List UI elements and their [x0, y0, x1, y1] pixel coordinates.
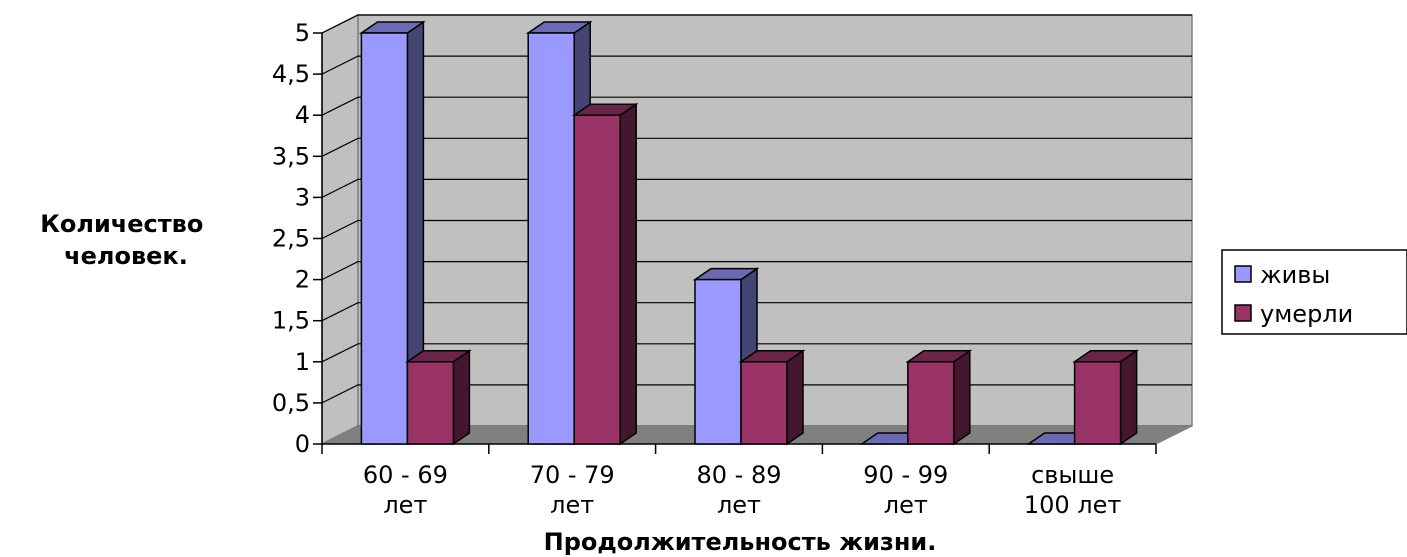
gridline	[321, 261, 1192, 281]
x-category-label-line: 90 - 99	[863, 461, 948, 489]
bar-front-face	[907, 361, 955, 445]
bar-front-face	[1073, 361, 1122, 445]
x-category-label-line: 100 лет	[1024, 491, 1122, 519]
gridline	[321, 178, 1192, 198]
y-tick-label: 3	[295, 183, 310, 211]
bar-side-face	[1119, 349, 1138, 446]
y-tick-label: 4	[295, 101, 310, 129]
bar-front-face	[360, 32, 409, 445]
x-category-label: свыше 100 лет	[1024, 461, 1122, 519]
legend-swatch-umerli	[1234, 304, 1252, 322]
gridline	[321, 343, 1192, 363]
x-category-label: 60 - 69 лет	[363, 461, 448, 519]
bars	[358, 20, 1140, 446]
gridline	[321, 96, 1192, 116]
bar-umerli	[1072, 349, 1140, 446]
x-category-label-line: 70 - 79	[530, 461, 615, 489]
bar-zhivy	[358, 20, 426, 446]
bar-side-face	[786, 349, 804, 446]
bar-umerli	[738, 349, 806, 446]
x-category-label-line: 60 - 69	[363, 461, 448, 489]
y-axis-title: Количество человек.	[40, 210, 211, 270]
y-tick-label: 2,5	[272, 225, 310, 253]
bar-front-face	[694, 278, 742, 445]
gridline	[321, 219, 1192, 240]
bar-side-face	[452, 349, 471, 446]
x-category-label-line: лет	[550, 491, 594, 519]
y-tick-labels: 0 0,5 1 1,5 2 2,5 3 3,5 4 4,5 5	[272, 19, 310, 458]
y-tick-label: 3,5	[272, 142, 310, 170]
bar-side-face	[953, 349, 971, 446]
legend-label-zhivy: живы	[1260, 261, 1330, 289]
bar-front-face	[527, 32, 575, 445]
bar-umerli	[404, 349, 472, 446]
bar-front-face	[740, 361, 788, 445]
x-category-label-line: лет	[884, 491, 928, 519]
y-tick-label: 2	[295, 266, 310, 294]
y-tick-label: 1,5	[272, 307, 310, 335]
x-category-label-line: лет	[717, 491, 761, 519]
gridline	[321, 55, 1192, 75]
x-category-label: 90 - 99 лет	[863, 461, 948, 519]
gridline	[321, 137, 1192, 157]
y-tick-label: 5	[295, 19, 310, 47]
legend-box	[1221, 249, 1407, 335]
y-axis-title-line-2: человек.	[64, 242, 188, 270]
legend-label-umerli: умерли	[1260, 300, 1353, 328]
x-category-label: 80 - 89 лет	[697, 461, 782, 519]
x-category-label-line: лет	[383, 491, 427, 519]
y-tick-label: 0	[295, 430, 310, 458]
bar-umerli	[571, 102, 639, 446]
x-category-label-line: 80 - 89	[697, 461, 782, 489]
y-tick-label: 0,5	[272, 389, 310, 417]
gridline	[321, 14, 1192, 34]
x-axis-title: Продолжительность жизни.	[544, 528, 937, 556]
x-category-label: 70 - 79 лет	[530, 461, 615, 519]
y-axis-title-line-1: Количество	[40, 210, 203, 238]
legend-swatch-zhivy	[1234, 265, 1252, 283]
x-category-label-line: свыше	[1031, 461, 1114, 489]
gridline	[321, 302, 1192, 322]
y-tick-label: 1	[295, 348, 310, 376]
bar-side-face	[619, 102, 637, 446]
legend: живы умерли	[1221, 249, 1407, 335]
bar-umerli	[905, 349, 973, 446]
bar-front-face	[573, 114, 621, 445]
y-tick-label: 4,5	[272, 60, 310, 88]
bar-front-face	[406, 361, 455, 445]
